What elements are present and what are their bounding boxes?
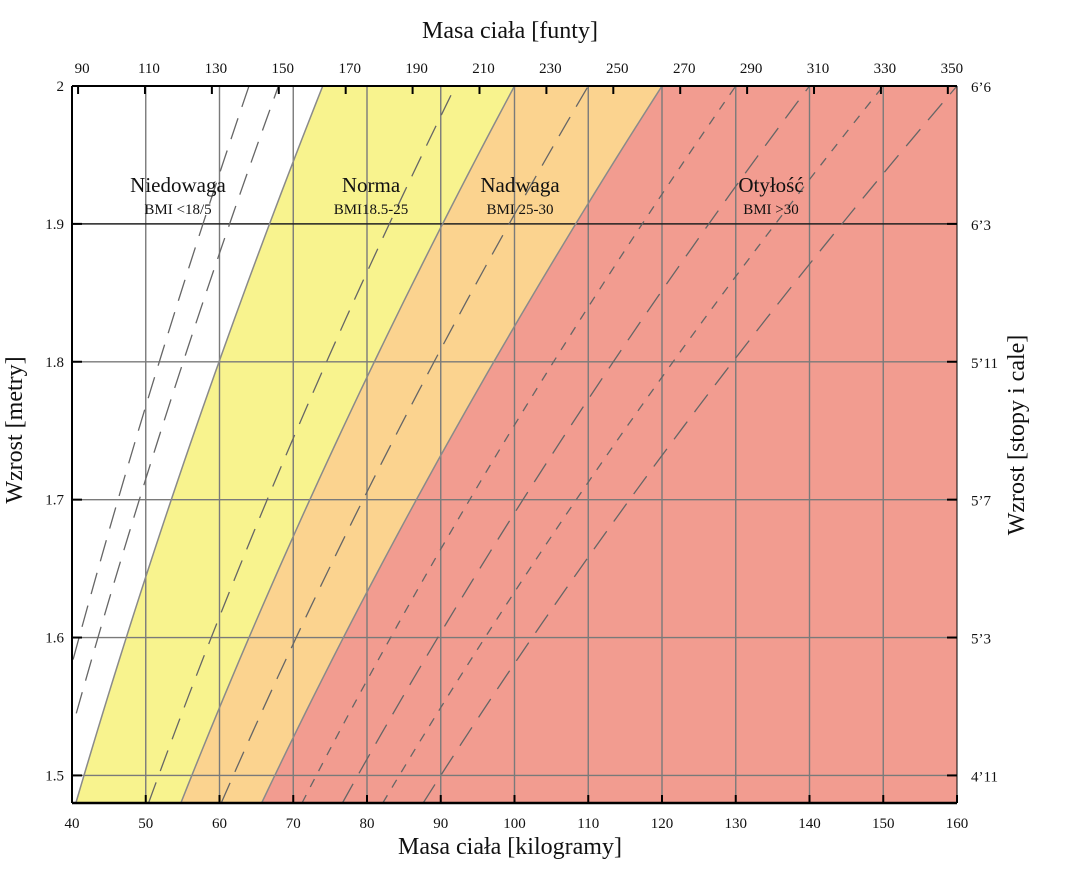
x-tick-label: 120 [651, 816, 674, 832]
zone-sublabel: BMI >30 [743, 202, 799, 218]
y-tick-label: 1.6 [45, 631, 64, 647]
y-tick-label: 1.5 [45, 768, 64, 784]
y-tick-label: 2 [57, 79, 65, 95]
zone-label: Niedowaga [130, 173, 226, 197]
zone-sublabel: BMI 25-30 [486, 202, 553, 218]
y-tick-label: 1.8 [45, 355, 64, 371]
top-tick-label: 290 [740, 61, 763, 77]
top-tick-label: 350 [941, 61, 964, 77]
x-tick-label: 60 [212, 816, 227, 832]
y-axis-title: Wzrost [metry] [2, 356, 28, 503]
zone-sublabel: BMI18.5-25 [334, 202, 409, 218]
y-tick-label-right: 5’3 [971, 632, 991, 648]
x-tick-label: 40 [65, 816, 80, 832]
top-tick-label: 210 [472, 61, 495, 77]
top-tick-label: 110 [138, 61, 160, 77]
top-tick-label: 130 [205, 61, 228, 77]
top-tick-label: 330 [874, 61, 897, 77]
bmi-dashed-line [147, 85, 457, 804]
x-tick-label: 130 [725, 816, 748, 832]
top-tick-label: 310 [807, 61, 830, 77]
bmi-boundary-line [180, 85, 516, 804]
y-tick-label-right: 4’11 [971, 769, 998, 785]
top-tick-label: 270 [673, 61, 696, 77]
zone-label: Norma [342, 173, 401, 197]
x-tick-label: 140 [798, 816, 821, 832]
x-tick-label: 150 [872, 816, 895, 832]
y-tick-label-right: 5’7 [971, 494, 991, 510]
x-axis-title: Masa ciała [kilogramy] [398, 834, 622, 860]
top-tick-label: 230 [539, 61, 562, 77]
zone-1 [72, 86, 323, 803]
bmi-dashed-line [75, 85, 280, 714]
x-axis-title-top: Masa ciała [funty] [422, 18, 598, 44]
top-tick-label: 150 [272, 61, 295, 77]
top-tick-label: 250 [606, 61, 629, 77]
x-tick-label: 110 [577, 816, 599, 832]
x-tick-label: 70 [286, 816, 301, 832]
x-tick-label: 160 [946, 816, 969, 832]
bmi-dashed-line [382, 85, 884, 804]
y-tick-label-right: 5’11 [971, 356, 998, 372]
zone-label: Otyłość [738, 173, 803, 197]
top-tick-label: 190 [405, 61, 428, 77]
x-tick-label: 50 [138, 816, 153, 832]
bmi-boundary-line [75, 85, 324, 804]
zone-2 [75, 86, 515, 803]
top-tick-label: 170 [338, 61, 361, 77]
x-tick-label: 100 [503, 816, 526, 832]
zone-4 [261, 86, 958, 803]
bmi-boundary-line [260, 85, 663, 804]
zone-label: Nadwaga [480, 173, 560, 197]
y-tick-label-right: 6’3 [971, 218, 991, 234]
y-tick-label: 1.7 [45, 493, 64, 509]
y-tick-label-right: 6’6 [971, 80, 991, 96]
y-tick-label: 1.9 [45, 217, 64, 233]
top-tick-label: 90 [75, 61, 90, 77]
y-axis-title-right: Wzrost [stopy i cale] [1004, 335, 1030, 536]
x-tick-label: 80 [360, 816, 375, 832]
bmi-dashed-line [422, 85, 958, 804]
zone-3 [180, 86, 663, 803]
x-tick-label: 90 [433, 816, 448, 832]
bmi-dashed-line [341, 85, 811, 804]
zone-sublabel: BMI <18/5 [144, 202, 211, 218]
